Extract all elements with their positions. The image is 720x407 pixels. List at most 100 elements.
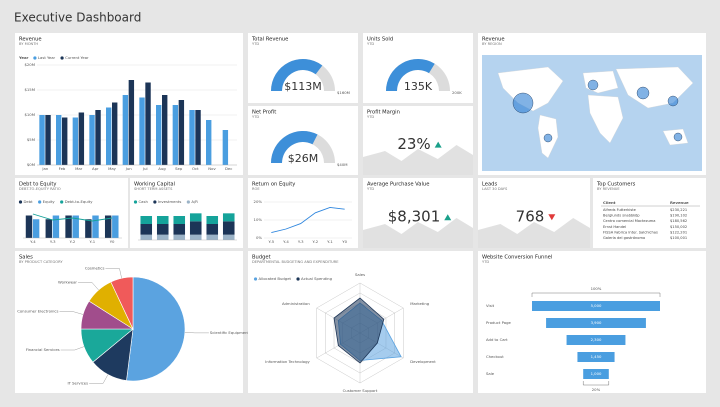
region-bubble <box>512 92 534 114</box>
bar <box>112 215 119 238</box>
gauge-value <box>386 59 435 91</box>
table-cell: Ernst Handel <box>603 225 626 229</box>
bar <box>62 117 68 165</box>
x-tick-label: Y-1 <box>89 239 95 244</box>
bar <box>145 82 151 165</box>
bar <box>78 112 85 165</box>
x-tick-label: Y-2 <box>313 239 319 244</box>
bar <box>106 107 112 165</box>
bar <box>72 117 79 165</box>
slice-label: Financial Services <box>26 347 60 352</box>
bar-segment <box>173 216 186 224</box>
funnel-value: 1,000 <box>591 371 602 376</box>
tile-title: Website Conversion Funnel <box>482 255 552 261</box>
legend-label: Actual Spending <box>301 276 333 281</box>
tile-title: Total Revenue <box>251 37 288 43</box>
pie-slice <box>126 276 186 382</box>
bar <box>172 105 179 165</box>
y-tick-label: $5M <box>27 137 35 142</box>
bar <box>178 100 185 165</box>
legend-title: Year <box>18 55 29 60</box>
radar-axis-label: Customer Support <box>343 388 378 393</box>
bar <box>162 95 168 165</box>
table-header: Client <box>603 200 616 205</box>
leader-line <box>77 282 99 291</box>
leader-line <box>59 311 84 315</box>
x-tick-label: Feb <box>59 166 66 171</box>
funnel-stage: Sale <box>486 371 495 376</box>
legend-swatch <box>133 200 138 204</box>
x-tick-label: Y-4 <box>30 239 36 244</box>
slice-label: Workwear <box>58 279 77 284</box>
trend-down <box>548 214 556 221</box>
legend-label: Debt-to-Equity <box>65 199 94 204</box>
x-tick-label: Oct <box>192 166 199 171</box>
funnel-value: 3,900 <box>591 320 602 325</box>
bar <box>39 115 45 165</box>
bottom-bracket <box>583 381 609 386</box>
kpi-value: 23% <box>397 135 430 153</box>
legend-swatch <box>253 277 258 281</box>
x-tick-label: Y0 <box>342 239 347 244</box>
tile-subtitle: ROE <box>252 187 260 191</box>
table-cell: Galería del gastrónomo <box>603 236 645 240</box>
bar-segment <box>189 213 202 222</box>
tile-title: Top Customers <box>596 182 636 188</box>
top-bracket <box>531 292 661 297</box>
bar-segment <box>222 221 235 235</box>
bar <box>56 115 62 165</box>
tile-subtitle: BY PRODUCT CATEGORY <box>19 260 63 264</box>
legend-swatch <box>153 200 157 204</box>
bar <box>156 105 162 165</box>
region-bubble <box>673 132 683 142</box>
legend-label: Debt <box>24 199 34 204</box>
bar-segment <box>222 234 235 240</box>
tile-title: Debt to Equity <box>19 182 56 188</box>
legend-label: Current Year <box>65 55 89 60</box>
x-tick-label: Dec <box>225 166 232 171</box>
tile <box>593 178 706 248</box>
funnel-value: 2,300 <box>591 337 602 342</box>
leader-line <box>60 346 85 351</box>
tile-subtitle: YTD <box>252 115 259 119</box>
slice-label: Consumer Electronics <box>17 309 58 314</box>
funnel-stage: Add to Cart <box>486 337 508 342</box>
radar-axis-label: Sales <box>355 272 365 277</box>
table-cell: Centro comercial Moctezuma <box>603 219 656 223</box>
x-tick-label: Y-4 <box>283 239 289 244</box>
region-bubble <box>636 86 650 100</box>
tile-title: Profit Margin <box>367 110 400 116</box>
bar <box>195 110 201 165</box>
bar <box>85 219 92 238</box>
dashboard-title: Executive Dashboard <box>14 11 141 25</box>
funnel-bar <box>577 352 615 362</box>
bar-segment <box>206 234 219 240</box>
x-tick-label: Mar <box>75 166 83 171</box>
funnel-value: 1,450 <box>591 354 602 359</box>
funnel-bar <box>532 301 660 311</box>
bar-segment <box>189 234 202 240</box>
leader-line <box>184 332 209 334</box>
bar <box>92 215 99 238</box>
bar-segment <box>140 224 153 235</box>
legend-swatch <box>38 200 42 204</box>
top-label: 100% <box>591 286 602 291</box>
radar-axis-label: Administration <box>282 301 310 306</box>
tile-subtitle: DEBT-TO-EQUITY RATIO <box>19 187 61 191</box>
bar-segment <box>222 213 235 222</box>
tile-subtitle: DEPARTMENTAL BUDGETING AND EXPENDITURE <box>252 260 339 264</box>
tile-title: Net Profit <box>252 110 276 116</box>
region-bubble <box>587 79 599 91</box>
legend-label: Allocated Budget <box>259 276 292 281</box>
leader-line <box>105 268 122 279</box>
leader-line <box>89 374 109 384</box>
y-tick-label: 20% <box>254 199 263 204</box>
bar <box>139 97 145 165</box>
bar-segment <box>140 234 153 240</box>
x-tick-label: Jan <box>41 166 48 171</box>
legend-label: Last Year <box>38 55 56 60</box>
table-cell: $100,001 <box>670 236 687 240</box>
bar <box>104 215 112 238</box>
gauge-value <box>271 59 323 91</box>
tile-subtitle: BY REVENUE <box>597 187 620 191</box>
